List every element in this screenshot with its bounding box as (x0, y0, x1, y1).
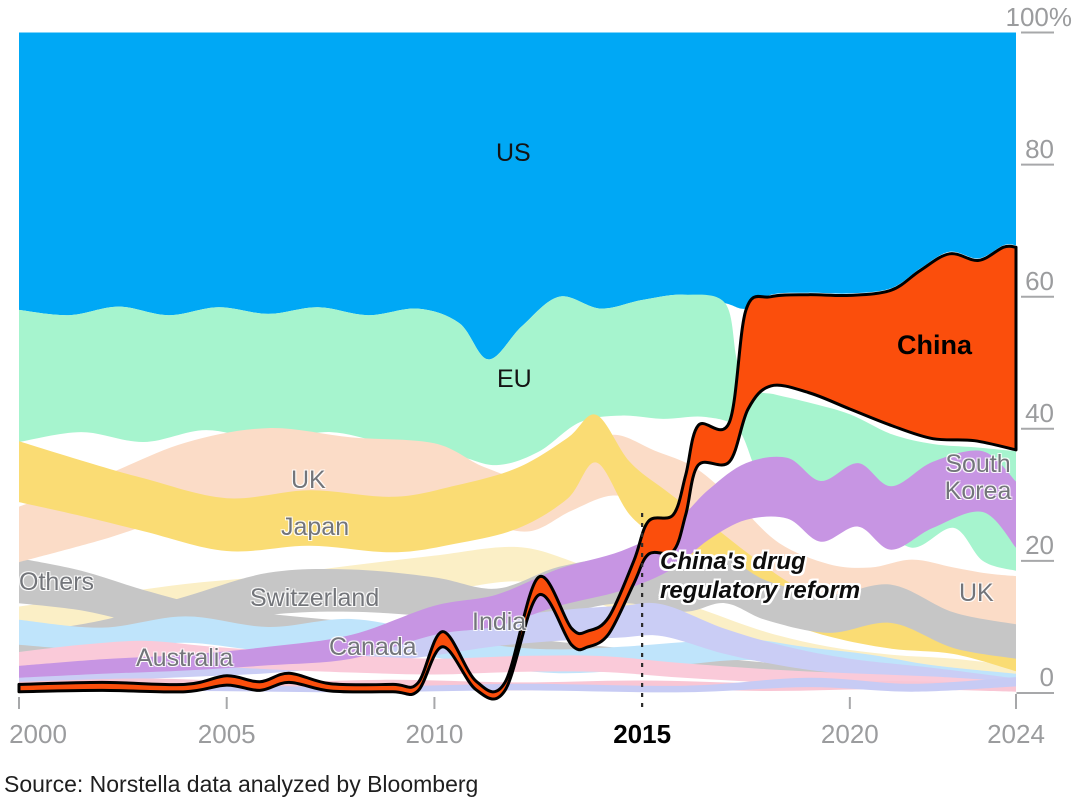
source-credit: Source: Norstella data analyzed by Bloom… (4, 771, 479, 797)
band-china (17, 244, 1018, 701)
y-axis-label-40: 40 (1025, 397, 1054, 428)
y-axis-label-80: 80 (1025, 133, 1054, 164)
x-axis-label-2000: 2000 (9, 719, 67, 749)
x-axis-label-2005: 2005 (197, 719, 256, 749)
x-axis-label-2015: 2015 (613, 719, 672, 749)
china-reform-annotation: China's drug regulatory reform (660, 547, 860, 605)
y-axis-label-60: 60 (1025, 265, 1054, 296)
annotation-line1: China's drug (660, 548, 806, 575)
x-axis-label-2024: 2024 (987, 719, 1045, 749)
x-axis-label-2020: 2020 (820, 719, 879, 749)
x-axis-label-2010: 2010 (405, 719, 464, 749)
band-south-korea (19, 450, 1016, 678)
y-axis-label-100: 100% (1005, 1, 1073, 32)
y-axis-label-0: 0 (1039, 662, 1054, 692)
annotation-line2: regulatory reform (660, 577, 861, 604)
y-axis-label-20: 20 (1025, 529, 1054, 560)
band-eu (19, 294, 1016, 571)
band-us (19, 32, 1016, 360)
